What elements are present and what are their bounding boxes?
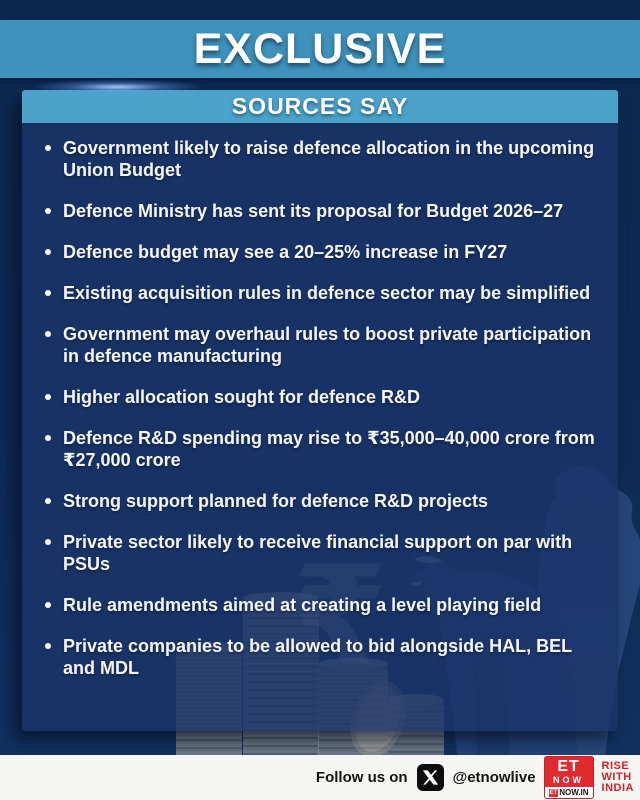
card-header-title: SOURCES SAY: [231, 93, 409, 119]
et-logo-strip-prefix: ET: [548, 788, 559, 797]
follow-us-label: Follow us on: [315, 769, 408, 786]
bullet-item: Private companies to be allowed to bid a…: [22, 635, 608, 679]
sources-card: SOURCES SAY Government likely to raise d…: [22, 90, 618, 731]
tagline-line: RISE: [601, 760, 630, 772]
tagline-line: WITH: [601, 771, 632, 783]
bullet-item: Higher allocation sought for defence R&D: [22, 386, 608, 408]
twitter-handle[interactable]: @etnowlive: [452, 769, 536, 786]
bullet-item: Strong support planned for defence R&D p…: [22, 490, 608, 512]
bullet-item: Defence budget may see a 20–25% increase…: [22, 241, 608, 263]
et-now-logo: ET NOW ET NOW.IN: [544, 757, 593, 798]
bullet-item: Existing acquisition rules in defence se…: [22, 282, 608, 304]
exclusive-title: EXCLUSIVE: [193, 24, 447, 73]
et-logo-line2: NOW: [553, 775, 585, 785]
exclusive-banner: EXCLUSIVE: [0, 20, 640, 78]
et-logo-strip-suffix: NOW.IN: [559, 788, 589, 797]
x-twitter-icon[interactable]: [416, 764, 444, 791]
bullet-item: Defence Ministry has sent its proposal f…: [22, 200, 608, 222]
footer-bar: Follow us on @etnowlive ET NOW ET NOW.IN…: [0, 755, 640, 800]
bullet-item: Rule amendments aimed at creating a leve…: [22, 594, 608, 616]
bullet-item: Defence R&D spending may rise to ₹35,000…: [22, 427, 608, 471]
bullet-list: Government likely to raise defence alloc…: [22, 123, 618, 679]
et-logo-line1: ET: [557, 758, 580, 775]
et-logo-strip: ET NOW.IN: [544, 787, 593, 798]
rise-with-india-tagline: RISE WITH INDIA: [602, 761, 634, 794]
bullet-item: Government likely to raise defence alloc…: [22, 137, 608, 181]
bullet-item: Private sector likely to receive financi…: [22, 531, 608, 575]
tagline-line: INDIA: [601, 782, 634, 794]
card-header: SOURCES SAY: [22, 90, 618, 123]
bullet-item: Government may overhaul rules to boost p…: [22, 323, 608, 367]
